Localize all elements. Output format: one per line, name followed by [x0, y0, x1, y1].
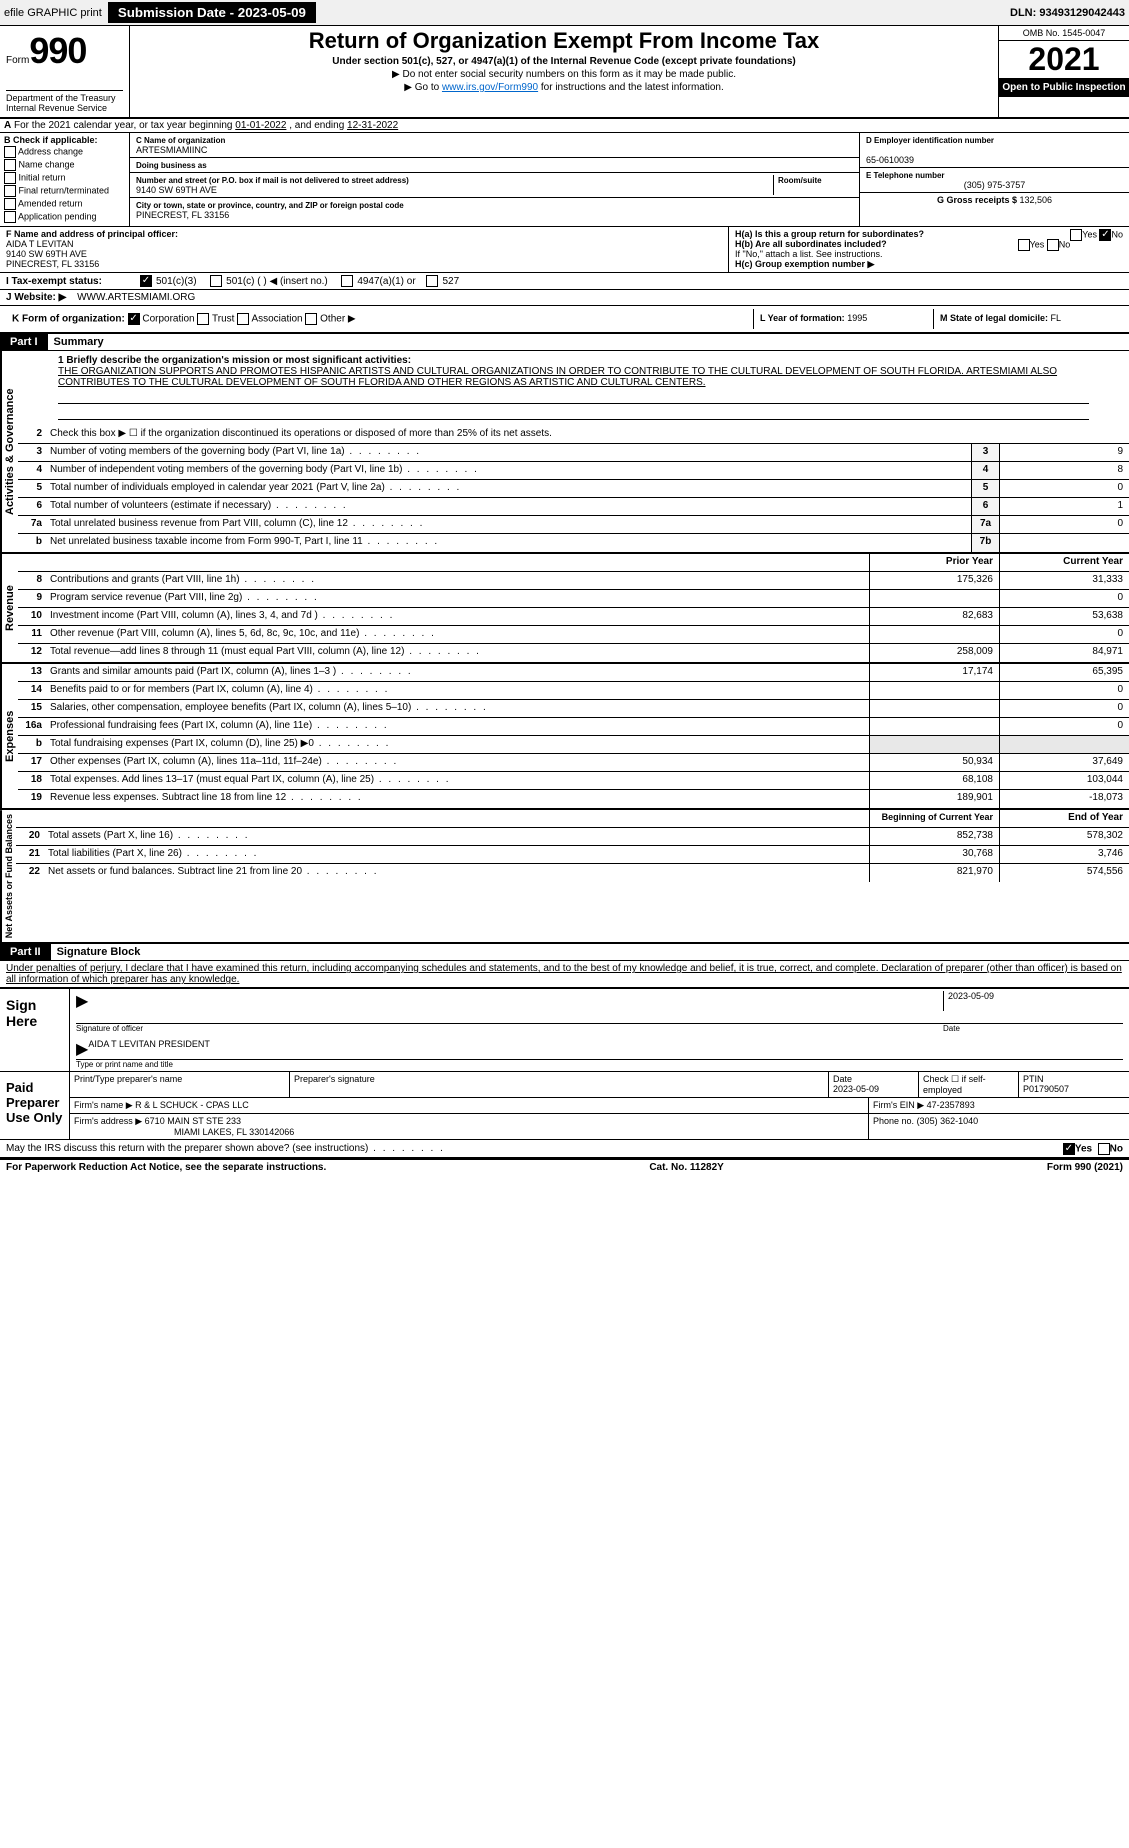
col-d: D Employer identification number65-06100… — [859, 133, 1129, 226]
submission-date-button[interactable]: Submission Date - 2023-05-09 — [108, 2, 316, 23]
col-c: C Name of organizationARTESMIAMIINC Doin… — [130, 133, 859, 226]
checkbox[interactable] — [4, 146, 16, 158]
title-box: Return of Organization Exempt From Incom… — [130, 26, 999, 117]
row-i: I Tax-exempt status: ✓ 501(c)(3) 501(c) … — [0, 273, 1129, 290]
paid-preparer-row: Paid Preparer Use Only Print/Type prepar… — [0, 1072, 1129, 1140]
checkbox[interactable] — [4, 159, 16, 171]
checkbox[interactable] — [4, 172, 16, 184]
501c3-checkbox[interactable]: ✓ — [140, 275, 152, 287]
form-number-box: Form990 Department of the Treasury Inter… — [0, 26, 130, 117]
ha-yes-checkbox[interactable] — [1070, 229, 1082, 241]
dept-label: Department of the Treasury Internal Reve… — [6, 90, 123, 113]
part1-header: Part I Summary — [0, 334, 1129, 351]
org-name: ARTESMIAMIINC — [136, 145, 207, 155]
row-fh: F Name and address of principal officer:… — [0, 227, 1129, 273]
footer: For Paperwork Reduction Act Notice, see … — [0, 1159, 1129, 1175]
perjury-declaration: Under penalties of perjury, I declare th… — [0, 961, 1129, 989]
arrow-icon: ▶ — [76, 1039, 88, 1059]
checkbox[interactable] — [4, 198, 16, 210]
city-state-zip: PINECREST, FL 33156 — [136, 210, 229, 220]
row-a: A For the 2021 calendar year, or tax yea… — [0, 119, 1129, 133]
sign-here-row: Sign Here ▶ 2023-05-09 Signature of offi… — [0, 989, 1129, 1072]
part2-header: Part II Signature Block — [0, 944, 1129, 961]
may-irs-row: May the IRS discuss this return with the… — [0, 1140, 1129, 1159]
arrow-icon: ▶ — [76, 991, 88, 1011]
row-j: J Website: ▶ WWW.ARTESMIAMI.ORG — [0, 290, 1129, 306]
col-h: H(a) Is this a group return for subordin… — [729, 227, 1129, 272]
checkbox[interactable] — [4, 211, 16, 223]
irs-no-checkbox[interactable] — [1098, 1143, 1110, 1155]
checkbox[interactable] — [4, 185, 16, 197]
street-address: 9140 SW 69TH AVE — [136, 185, 217, 195]
ein: 65-0610039 — [866, 155, 914, 165]
col-f: F Name and address of principal officer:… — [0, 227, 729, 272]
dln: DLN: 93493129042443 — [1010, 7, 1125, 19]
section-bcde: B Check if applicable: Address change Na… — [0, 133, 1129, 227]
other-checkbox[interactable] — [305, 313, 317, 325]
governance-section: Activities & Governance 1 Briefly descri… — [0, 351, 1129, 554]
year-box: OMB No. 1545-0047 2021 Open to Public In… — [999, 26, 1129, 117]
hb-no-checkbox[interactable] — [1047, 239, 1059, 251]
form-header: Form990 Department of the Treasury Inter… — [0, 26, 1129, 119]
501c-checkbox[interactable] — [210, 275, 222, 287]
col-b: B Check if applicable: Address change Na… — [0, 133, 130, 226]
527-checkbox[interactable] — [426, 275, 438, 287]
corp-checkbox[interactable]: ✓ — [128, 313, 140, 325]
mission-text: THE ORGANIZATION SUPPORTS AND PROMOTES H… — [58, 366, 1057, 388]
row-k: K Form of organization: ✓ Corporation Tr… — [0, 306, 1129, 334]
4947-checkbox[interactable] — [341, 275, 353, 287]
gross-receipts: 132,506 — [1020, 195, 1053, 205]
hb-yes-checkbox[interactable] — [1018, 239, 1030, 251]
irs-yes-checkbox[interactable]: ✓ — [1063, 1143, 1075, 1155]
netassets-section: Net Assets or Fund Balances Beginning of… — [0, 810, 1129, 944]
trust-checkbox[interactable] — [197, 313, 209, 325]
form-title: Return of Organization Exempt From Incom… — [138, 28, 990, 54]
website: WWW.ARTESMIAMI.ORG — [77, 292, 195, 303]
expenses-section: Expenses 13Grants and similar amounts pa… — [0, 664, 1129, 810]
telephone: (305) 975-3757 — [866, 180, 1123, 190]
instructions-link[interactable]: www.irs.gov/Form990 — [442, 82, 538, 93]
ha-no-checkbox[interactable]: ✓ — [1099, 229, 1111, 241]
revenue-section: Revenue Prior YearCurrent Year 8Contribu… — [0, 554, 1129, 664]
topbar: efile GRAPHIC print Submission Date - 20… — [0, 0, 1129, 26]
efile-label: efile GRAPHIC print — [4, 7, 102, 19]
assoc-checkbox[interactable] — [237, 313, 249, 325]
